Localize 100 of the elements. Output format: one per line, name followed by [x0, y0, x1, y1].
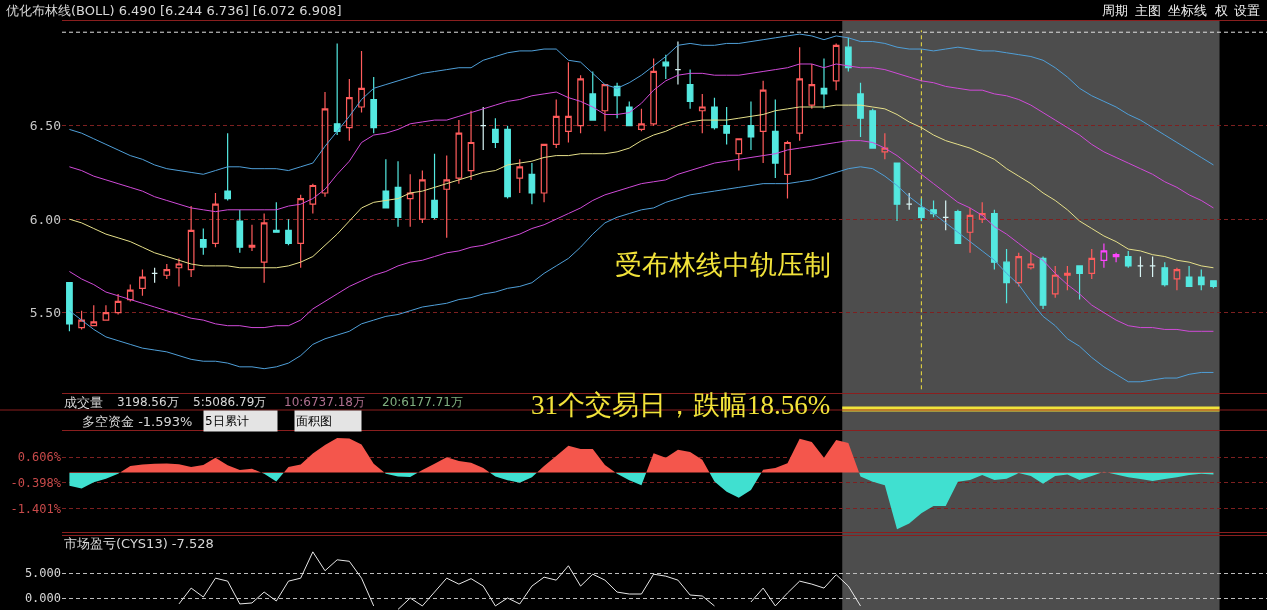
candlestick [394, 160, 402, 228]
y-tick-label: 0.606% [17, 450, 62, 465]
text: 10:6737.18万 [284, 395, 365, 409]
candlestick [1173, 267, 1181, 291]
y-tick-label: 5.000 [24, 566, 61, 581]
y-tick-label: -0.398% [10, 475, 62, 490]
candlestick [784, 140, 791, 200]
candlestick [1076, 265, 1083, 301]
candlestick [723, 106, 730, 145]
candlestick [1088, 248, 1096, 280]
candlestick [650, 57, 657, 127]
text: 20:6177.71万 [382, 395, 463, 409]
candlestick [126, 283, 134, 302]
candlestick [1064, 265, 1071, 291]
y-tick-label: 5.50 [29, 305, 61, 321]
candlestick [613, 82, 621, 119]
y-tick-label: 6.50 [29, 118, 61, 134]
candlestick [1027, 252, 1035, 271]
candlestick [589, 70, 597, 121]
candlestick [66, 282, 73, 332]
candlestick [759, 80, 767, 164]
candlestick [978, 201, 986, 224]
candlestick [1197, 269, 1205, 291]
candlestick [248, 224, 256, 252]
candlestick [869, 108, 877, 149]
candlestick [455, 119, 463, 185]
candlestick [954, 209, 962, 245]
candlestick [358, 50, 365, 114]
line-series [68, 166, 1214, 383]
candlestick [151, 267, 158, 284]
line-series [68, 140, 1214, 332]
y-tick-label: 6.00 [29, 211, 61, 227]
candlestick [1051, 265, 1059, 299]
candlestick [662, 54, 670, 80]
candlestick [333, 42, 341, 136]
candlestick [565, 61, 572, 144]
chart-title: 市场盈亏(CYS13) -7.528 [64, 536, 214, 551]
candlestick [1100, 242, 1108, 269]
candlestick [187, 205, 195, 278]
candlestick [625, 100, 633, 127]
candlestick [735, 138, 743, 172]
line-series [68, 33, 1214, 175]
text: 5:5086.79万 [193, 395, 267, 409]
candlestick [419, 169, 426, 224]
candlestick [747, 100, 755, 151]
candlestick [1124, 250, 1132, 269]
candlestick [674, 40, 682, 86]
candlestick [516, 158, 524, 194]
text: 周期 [1102, 3, 1128, 18]
candlestick [102, 304, 110, 321]
text: 设置 [1234, 3, 1260, 18]
candlestick [844, 37, 852, 73]
candlestick [1015, 252, 1023, 288]
candlestick [917, 197, 925, 222]
candlestick [1210, 280, 1217, 289]
candlestick [711, 97, 718, 131]
candlestick [857, 82, 864, 138]
candlestick [443, 154, 451, 239]
candlestick [321, 91, 329, 198]
candlestick [297, 194, 305, 269]
candlestick [492, 117, 499, 149]
candlestick [966, 207, 974, 254]
candlestick [905, 192, 913, 211]
candlestick [431, 153, 438, 220]
candlestick [942, 199, 950, 231]
candlestick [1185, 265, 1193, 288]
annotation: 31个交易日，跌幅18.56% [531, 390, 831, 420]
annotation: 受布林线中轨压制 [615, 250, 831, 280]
candlestick [285, 218, 292, 246]
candlestick [163, 263, 171, 280]
candlestick [479, 106, 487, 151]
candlestick [406, 173, 414, 228]
text: 面积图 [296, 414, 332, 428]
chart-title: 优化布林线(BOLL) 6.490 [6.244 6.736] [6.072 6.908] [6, 3, 342, 18]
candlestick [382, 158, 390, 209]
y-tick-label: 0.000 [24, 591, 61, 606]
candlestick [893, 162, 901, 222]
candlestick [272, 201, 280, 233]
candlestick [820, 57, 828, 110]
candlestick [1003, 248, 1010, 304]
candlestick [991, 209, 998, 271]
candlestick [808, 63, 816, 110]
candlestick [1149, 255, 1156, 278]
text: 3198.56万 [117, 395, 179, 409]
candlestick [540, 143, 548, 203]
candlestick [78, 310, 85, 331]
text: 权 [1214, 3, 1228, 18]
candlestick [577, 74, 584, 134]
text: 成交量 [64, 395, 103, 410]
candlestick [601, 83, 609, 132]
candlestick [309, 183, 317, 215]
candlestick [528, 162, 536, 205]
candlestick [467, 110, 475, 181]
candlestick [260, 212, 268, 284]
candlestick [552, 98, 560, 149]
candlestick [236, 209, 244, 254]
candlestick [370, 76, 378, 134]
candlestick [832, 42, 840, 91]
text: 坐标线 [1168, 3, 1207, 18]
candlestick [224, 132, 232, 202]
